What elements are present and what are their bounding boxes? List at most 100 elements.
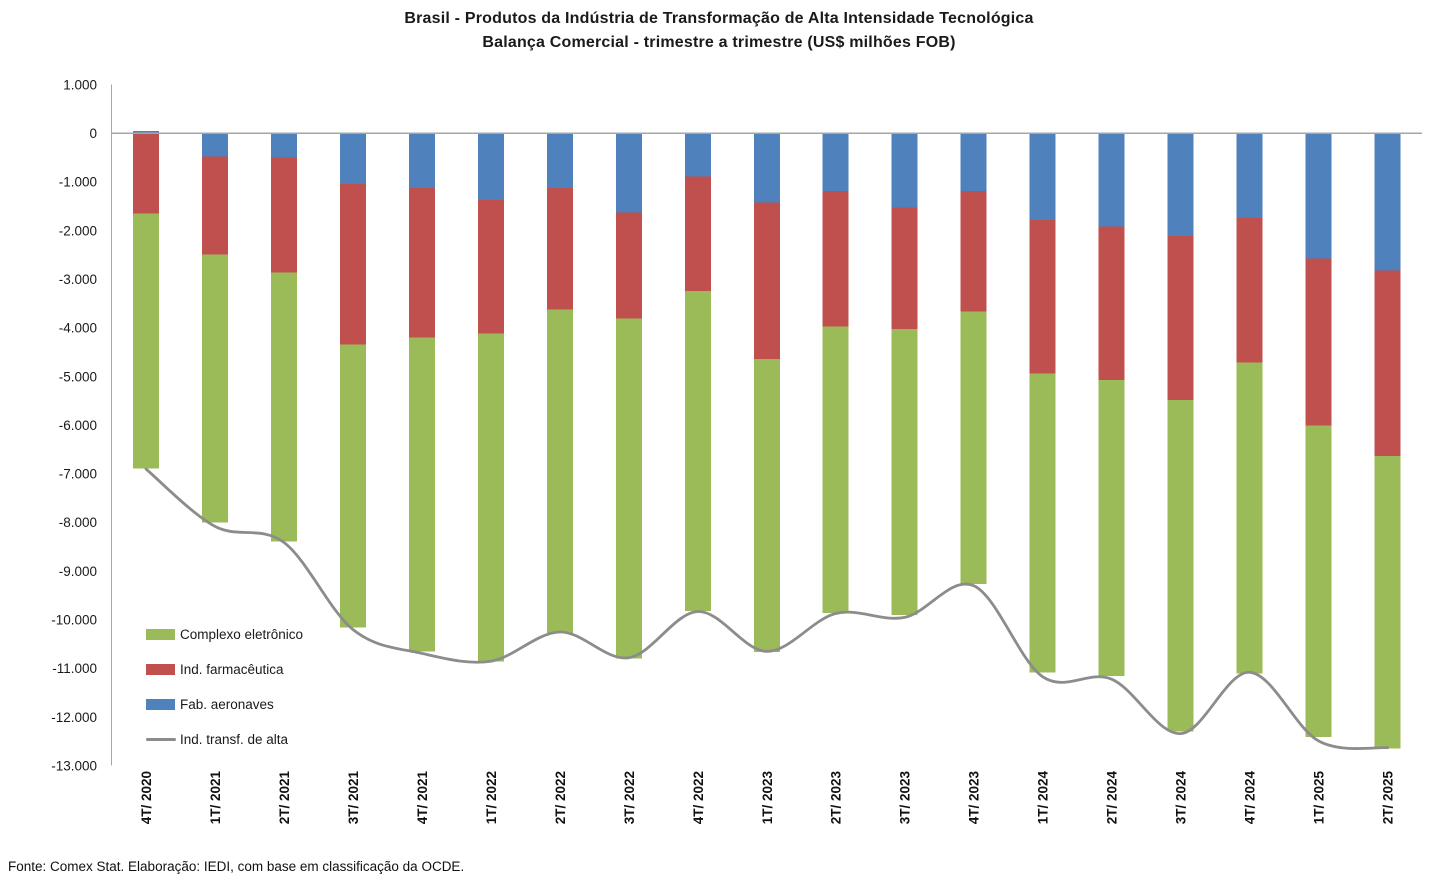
chart-legend: Complexo eletrônico Ind. farmacêutica Fa… (146, 617, 303, 757)
bar-segment-1T--2021-ind-farmac-utica (202, 156, 228, 255)
x-category-label: 1T/ 2021 (208, 771, 223, 825)
y-tick-label: -8.000 (59, 515, 97, 530)
y-tick-label: -10.000 (51, 613, 97, 628)
bar-segment-1T--2022-complexo-eletr-nico (477, 333, 504, 662)
bar-segment-2T--2024-ind-farmac-utica (1098, 226, 1125, 380)
bar-segment-3T--2021-fab-aeronaves (339, 133, 366, 184)
legend-item-ind-farmaceutica: Ind. farmacêutica (146, 652, 303, 687)
bar-segment-1T--2024-complexo-eletr-nico (1029, 373, 1056, 673)
x-category-label: 4T/ 2020 (139, 771, 154, 824)
y-tick-label: -1.000 (59, 175, 97, 190)
chart-title-line1: Brasil - Produtos da Indústria de Transf… (404, 10, 1034, 27)
bar-segment-1T--2024-fab-aeronaves (1029, 133, 1056, 220)
bar-segment-1T--2025-ind-farmac-utica (1305, 258, 1332, 426)
source-footer: Fonte: Comex Stat. Elaboração: IEDI, com… (8, 859, 465, 874)
bar-segment-2T--2024-complexo-eletr-nico (1098, 380, 1125, 676)
bar-segment-4T--2023-complexo-eletr-nico (960, 311, 987, 584)
x-category-label: 2T/ 2021 (277, 771, 292, 825)
y-tick-label: -9.000 (59, 564, 97, 579)
legend-label-ind-transf-de-alta: Ind. transf. de alta (180, 732, 289, 747)
bar-segment-1T--2021-fab-aeronaves (202, 133, 228, 157)
bar-segment-1T--2025-complexo-eletr-nico (1305, 425, 1332, 738)
legend-item-complexo-eletronico: Complexo eletrônico (146, 617, 303, 652)
bar-segment-2T--2022-fab-aeronaves (546, 133, 573, 188)
bar-segment-1T--2025-fab-aeronaves (1305, 133, 1332, 259)
x-category-label: 3T/ 2023 (898, 771, 913, 825)
bar-segment-2T--2024-fab-aeronaves (1098, 133, 1125, 227)
bar-segment-2T--2022-complexo-eletr-nico (546, 309, 573, 633)
bar-segment-3T--2023-complexo-eletr-nico (891, 328, 918, 615)
legend-swatch-ind-farmaceutica-icon (146, 664, 175, 675)
y-tick-label: -7.000 (59, 467, 97, 482)
bar-segment-4T--2021-fab-aeronaves (408, 133, 435, 188)
bar-segment-4T--2023-fab-aeronaves (960, 133, 987, 192)
bar-segment-2T--2023-fab-aeronaves (822, 133, 849, 192)
y-tick-label: -11.000 (52, 661, 97, 676)
bar-segment-2T--2025-fab-aeronaves (1374, 133, 1401, 271)
x-category-label: 1T/ 2024 (1036, 771, 1051, 825)
bar-segment-3T--2022-fab-aeronaves (615, 133, 642, 213)
bar-segment-2T--2022-ind-farmac-utica (546, 187, 573, 310)
bar-segment-3T--2023-fab-aeronaves (891, 133, 918, 208)
bar-segment-1T--2023-fab-aeronaves (753, 133, 780, 203)
line-layer (144, 467, 1389, 750)
bar-segment-4T--2022-ind-farmac-utica (684, 176, 711, 291)
bar-segment-4T--2022-fab-aeronaves (684, 133, 711, 177)
bar-segment-3T--2022-ind-farmac-utica (615, 212, 642, 319)
x-category-label: 4T/ 2021 (415, 771, 430, 825)
bar-segment-3T--2024-ind-farmac-utica (1167, 236, 1194, 400)
bar-segment-4T--2020-complexo-eletr-nico (133, 213, 159, 469)
bar-segment-4T--2023-ind-farmac-utica (960, 191, 987, 312)
labels-layer: 1.000 0 -1.000 -2.000 -3.000 -4.000 -5.000 -6.0… (51, 77, 1395, 824)
y-tick-label: 0 (89, 126, 97, 141)
total-line (144, 467, 1389, 750)
x-category-label: 2T/ 2023 (829, 771, 844, 825)
y-tick-label: -2.000 (59, 223, 97, 238)
bar-segment-4T--2022-complexo-eletr-nico (684, 290, 711, 611)
bar-segment-1T--2021-complexo-eletr-nico (202, 254, 228, 523)
bar-segment-3T--2024-fab-aeronaves (1167, 133, 1194, 236)
bar-segment-4T--2024-fab-aeronaves (1236, 133, 1263, 218)
x-category-label: 4T/ 2022 (691, 771, 706, 824)
bar-segment-2T--2023-ind-farmac-utica (822, 191, 849, 327)
legend-label-complexo-eletronico: Complexo eletrônico (180, 627, 304, 642)
bar-segment-2T--2025-complexo-eletr-nico (1374, 455, 1401, 749)
bar-segment-4T--2021-complexo-eletr-nico (408, 337, 435, 652)
x-category-label: 1T/ 2023 (760, 771, 775, 825)
chart-title: Brasil - Produtos da Indústria de Transf… (0, 7, 1438, 55)
bar-segment-3T--2024-complexo-eletr-nico (1167, 399, 1194, 732)
y-tick-label: -12.000 (51, 710, 97, 725)
bar-segment-4T--2024-ind-farmac-utica (1236, 218, 1263, 363)
x-category-label: 2T/ 2024 (1105, 771, 1120, 825)
x-category-label: 1T/ 2025 (1312, 771, 1327, 825)
bar-segment-1T--2022-fab-aeronaves (477, 133, 504, 200)
x-category-label: 2T/ 2025 (1381, 771, 1396, 825)
bar-segment-1T--2024-ind-farmac-utica (1029, 219, 1056, 374)
bar-segment-4T--2020-fab-aeronaves (133, 130, 159, 134)
bar-segment-4T--2024-complexo-eletr-nico (1236, 362, 1263, 674)
axes-layer (110, 84, 1422, 766)
bar-segment-2T--2025-ind-farmac-utica (1374, 270, 1401, 456)
x-category-label: 4T/ 2023 (967, 771, 982, 825)
bar-segment-3T--2023-ind-farmac-utica (891, 207, 918, 329)
bar-segment-2T--2021-ind-farmac-utica (270, 157, 297, 273)
x-category-label: 4T/ 2024 (1243, 771, 1258, 825)
legend-swatch-ind-transf-de-alta-icon (146, 738, 176, 741)
bar-segment-1T--2023-complexo-eletr-nico (753, 359, 780, 652)
x-category-label: 3T/ 2021 (346, 771, 361, 825)
y-tick-label: -5.000 (59, 369, 97, 384)
x-category-label: 2T/ 2022 (553, 771, 568, 824)
y-tick-label: -6.000 (59, 418, 97, 433)
bar-segment-3T--2021-complexo-eletr-nico (339, 344, 366, 628)
chart-title-line2: Balança Comercial - trimestre a trimestr… (482, 34, 956, 51)
legend-item-fab-aeronaves: Fab. aeronaves (146, 687, 303, 722)
x-category-label: 3T/ 2024 (1174, 771, 1189, 825)
bar-segment-3T--2021-ind-farmac-utica (339, 183, 366, 345)
legend-label-ind-farmaceutica: Ind. farmacêutica (180, 662, 284, 677)
legend-swatch-complexo-eletronico-icon (146, 629, 175, 640)
x-category-label: 1T/ 2022 (484, 771, 499, 824)
y-tick-label: -4.000 (59, 321, 97, 336)
legend-item-ind-transf-de-alta: Ind. transf. de alta (146, 722, 303, 757)
